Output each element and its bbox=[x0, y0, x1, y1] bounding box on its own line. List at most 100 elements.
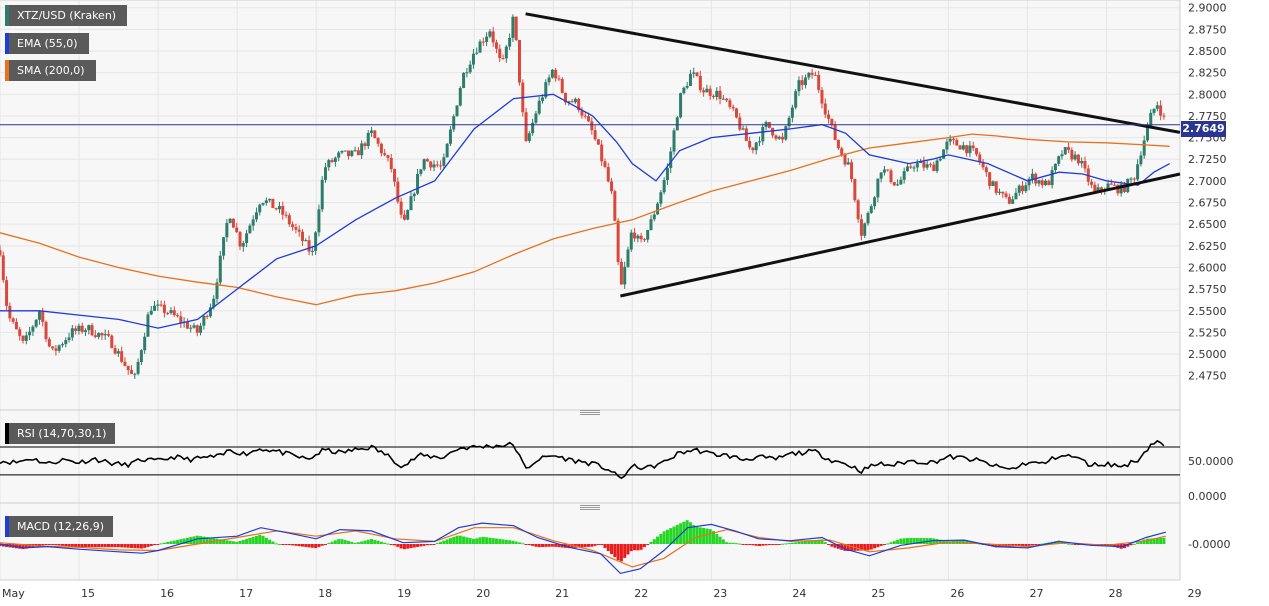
macd-bar-negative bbox=[1027, 544, 1031, 546]
macd-bar-positive bbox=[162, 542, 166, 544]
price-tick-label: 2.5250 bbox=[1188, 326, 1227, 339]
macd-bar-negative bbox=[136, 544, 140, 549]
macd-bar-negative bbox=[100, 544, 104, 548]
macd-bar-negative bbox=[110, 544, 114, 548]
candles bbox=[0, 14, 1166, 379]
y-axis: 2.4750 2.5000 2.5250 2.5500 2.5750 2.6000 2.62… bbox=[1188, 2, 1227, 383]
macd-bar-negative bbox=[557, 544, 561, 548]
macd-bar-negative bbox=[425, 544, 429, 546]
candle-up bbox=[452, 116, 456, 130]
x-tick-label: 15 bbox=[81, 587, 95, 600]
candle-up bbox=[215, 282, 219, 299]
macd-bar-positive bbox=[268, 539, 272, 544]
macd-bar-positive bbox=[725, 542, 729, 544]
legend-sma[interactable]: SMA (200,0) bbox=[5, 60, 96, 81]
candle-down bbox=[1004, 193, 1008, 197]
candle-up bbox=[1080, 161, 1084, 164]
macd-bar-positive bbox=[330, 541, 334, 544]
macd-bar-negative bbox=[1034, 544, 1038, 545]
macd-bar-positive bbox=[961, 539, 965, 544]
macd-bar-positive bbox=[734, 543, 738, 545]
macd-bar-positive bbox=[652, 539, 656, 544]
macd-pane: -0.0000 bbox=[0, 520, 1230, 575]
macd-bar-positive bbox=[1152, 538, 1156, 544]
candle-down bbox=[1099, 187, 1103, 191]
macd-bar-negative bbox=[610, 544, 614, 555]
candle-up bbox=[268, 198, 272, 201]
candle-up bbox=[692, 72, 696, 74]
macd-bar-positive bbox=[501, 539, 505, 544]
candle-up bbox=[77, 325, 81, 331]
rsi-tick-0: 0.0000 bbox=[1188, 490, 1227, 503]
macd-bar-positive bbox=[172, 540, 176, 544]
price-tick-label: 2.5000 bbox=[1188, 348, 1227, 361]
candle-up bbox=[169, 310, 173, 313]
candle-up bbox=[935, 160, 939, 172]
macd-bar-positive bbox=[347, 540, 351, 544]
candle-down bbox=[185, 321, 189, 329]
x-tick-label: 26 bbox=[950, 587, 964, 600]
price-tick-label: 2.8000 bbox=[1188, 88, 1227, 101]
candle-up bbox=[143, 336, 147, 351]
candle-up bbox=[103, 334, 107, 336]
macd-bar-negative bbox=[863, 544, 867, 551]
candle-down bbox=[347, 150, 351, 156]
macd-bar-negative bbox=[646, 544, 650, 545]
candle-down bbox=[840, 148, 844, 155]
candle-up bbox=[192, 325, 196, 328]
candle-up bbox=[455, 105, 459, 117]
macd-bar-positive bbox=[258, 534, 262, 544]
candle-up bbox=[544, 82, 548, 98]
macd-bar-negative bbox=[994, 544, 998, 548]
legend-instrument[interactable]: XTZ/USD (Kraken) bbox=[5, 5, 127, 26]
macd-bar-negative bbox=[304, 544, 308, 547]
candle-up bbox=[652, 214, 656, 220]
macd-bar-negative bbox=[846, 544, 850, 552]
macd-bar-negative bbox=[54, 544, 58, 546]
price-tick-label: 2.5500 bbox=[1188, 305, 1227, 318]
candle-up bbox=[1139, 155, 1143, 165]
macd-bar-positive bbox=[909, 537, 913, 544]
candle-up bbox=[212, 298, 216, 308]
macd-bar-negative bbox=[774, 544, 778, 545]
candle-down bbox=[856, 200, 860, 220]
macd-bar-negative bbox=[70, 544, 74, 547]
macd-bar-positive bbox=[692, 525, 696, 544]
candle-down bbox=[557, 78, 561, 80]
macd-bar-negative bbox=[419, 544, 423, 547]
candle-down bbox=[577, 98, 581, 111]
macd-bar-positive bbox=[379, 541, 383, 544]
macd-bar-negative bbox=[534, 544, 538, 547]
candle-up bbox=[37, 311, 41, 320]
pane-resize-handle-rsi[interactable] bbox=[580, 410, 600, 415]
candle-up bbox=[323, 167, 327, 180]
x-tick-label: 17 bbox=[239, 587, 253, 600]
macd-bar-positive bbox=[784, 543, 788, 545]
macd-bar-negative bbox=[830, 544, 834, 547]
candle-up bbox=[416, 173, 420, 194]
candle-up bbox=[60, 344, 64, 346]
candle-down bbox=[307, 240, 311, 252]
candle-down bbox=[389, 157, 393, 170]
macd-bar-positive bbox=[649, 541, 653, 544]
candle-up bbox=[1155, 105, 1159, 109]
price-tick-label: 2.7750 bbox=[1188, 110, 1227, 123]
price-tick-label: 2.6500 bbox=[1188, 218, 1227, 231]
macd-bar-negative bbox=[741, 544, 745, 545]
legend-macd[interactable]: MACD (12,26,9) bbox=[5, 516, 113, 537]
candle-up bbox=[353, 150, 357, 152]
candle-down bbox=[439, 165, 443, 167]
candle-up bbox=[406, 210, 410, 220]
candle-down bbox=[580, 110, 584, 116]
candle-up bbox=[863, 223, 867, 236]
candle-up bbox=[28, 331, 32, 336]
macd-bar-positive bbox=[817, 539, 821, 544]
legend-ema[interactable]: EMA (55,0) bbox=[5, 33, 89, 54]
candle-up bbox=[968, 145, 972, 154]
candle-down bbox=[8, 305, 12, 319]
candle-up bbox=[189, 327, 193, 329]
legend-rsi[interactable]: RSI (14,70,30,1) bbox=[5, 423, 115, 444]
macd-bar-positive bbox=[1136, 542, 1140, 544]
pane-resize-handle-macd[interactable] bbox=[580, 505, 600, 510]
